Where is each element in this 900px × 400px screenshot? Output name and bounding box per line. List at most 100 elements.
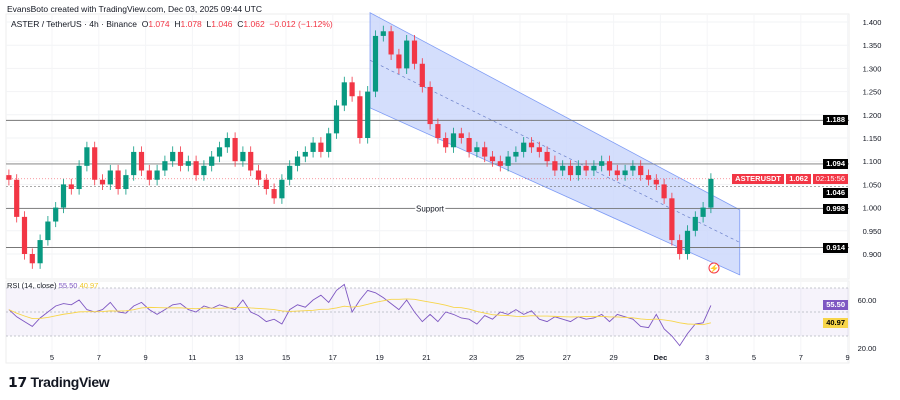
candle [489, 150, 496, 167]
candle-body [53, 207, 59, 222]
candle-body [326, 133, 332, 152]
candle-body [552, 161, 558, 171]
candle [271, 183, 277, 204]
candle-body [489, 156, 496, 162]
candle [583, 160, 589, 177]
candle-body [341, 82, 347, 106]
price-tick-label: 1.400 [863, 18, 882, 27]
candle [692, 211, 698, 237]
candle-body [224, 138, 230, 148]
time-tick-label: 23 [469, 353, 477, 362]
logo-icon: 𝟭𝟳 [8, 374, 31, 390]
candle-body [115, 170, 121, 190]
price-tick-label: 1.250 [863, 88, 882, 97]
candle [474, 141, 480, 158]
close-value: 1.062 [243, 19, 265, 29]
candle-body [692, 216, 698, 231]
time-tick-label: 5 [752, 353, 756, 362]
candle-body [92, 147, 98, 180]
candle-body [419, 63, 425, 87]
candle-body [216, 147, 223, 157]
candle-body [505, 156, 511, 166]
candle-body [84, 147, 90, 166]
rsi-pane[interactable] [5, 280, 850, 364]
candle-body [232, 138, 238, 162]
candle [333, 99, 340, 139]
candle [661, 178, 667, 204]
candle [552, 155, 558, 177]
candle-body [60, 184, 67, 208]
candle-body [255, 170, 262, 180]
rsi-label[interactable]: RSI (14, close) [7, 281, 57, 290]
candle [177, 146, 184, 172]
candle [60, 178, 67, 214]
price-tick-label: 1.050 [863, 180, 882, 189]
time-tick-label: 9 [144, 353, 148, 362]
candle-body [700, 207, 706, 217]
candle [107, 164, 113, 190]
candle-body [294, 156, 301, 166]
candle-body [310, 142, 316, 152]
low-value: 1.046 [211, 19, 233, 29]
candle-body [427, 86, 433, 125]
candle [450, 127, 457, 153]
candle [123, 169, 129, 195]
brand-text: TradingView [30, 374, 110, 390]
open-value: 1.074 [148, 19, 170, 29]
candle [263, 174, 269, 195]
candle [14, 174, 20, 223]
time-tick-label: 7 [799, 353, 803, 362]
candle-body [645, 175, 652, 180]
descending-channel[interactable] [369, 12, 741, 276]
time-tick-label: 17 [329, 353, 337, 362]
prev-close-tag: 1.046 [823, 188, 848, 199]
candle [599, 155, 605, 172]
candle-body [544, 151, 550, 162]
candle-body [388, 31, 394, 55]
candle [677, 234, 683, 260]
candle-body [653, 179, 659, 185]
candle-body [279, 179, 285, 199]
candle [404, 34, 410, 74]
alert-icon[interactable] [708, 262, 720, 274]
candle [466, 132, 472, 158]
candle [21, 211, 28, 260]
candle-body [482, 147, 488, 157]
close-label: C [237, 19, 244, 29]
candle-body [68, 184, 74, 190]
candle [638, 160, 644, 181]
candle [560, 160, 566, 177]
candle [287, 160, 293, 186]
time-tick-label: 13 [235, 353, 243, 362]
candle-body [560, 165, 566, 171]
candle-body [37, 240, 43, 264]
candle-body [396, 54, 402, 69]
price-tick-label: 1.150 [863, 134, 882, 143]
rsi-tick-label: 60.00 [858, 296, 877, 305]
candle [146, 164, 152, 186]
rsi-tick-label: 20.00 [858, 344, 877, 353]
candle [53, 202, 59, 228]
countdown-tag: 02:15:56 [812, 173, 848, 184]
symbol-legend: ASTER / TetherUS · 4h · Binance O1.074 H… [11, 19, 333, 29]
rsi-ma-value: 40.97 [79, 281, 99, 290]
level-price-tag: 0.914 [823, 242, 848, 253]
candle-body [497, 161, 503, 166]
candle-body [154, 170, 160, 180]
candle [131, 146, 137, 181]
candle [544, 146, 550, 167]
rsi-value: 55.50 [58, 281, 78, 290]
time-tick-label: Dec [654, 353, 668, 362]
candle-body [21, 216, 28, 254]
symbol-name[interactable]: ASTER / TetherUS · 4h · Binance [11, 19, 137, 29]
candle [193, 155, 199, 181]
candle [37, 234, 43, 269]
rsi-legend: RSI (14, close) 55.50 40.97 [7, 281, 98, 290]
candle-body [466, 138, 472, 152]
candle [6, 169, 12, 186]
candle-body [567, 165, 574, 176]
candle [411, 34, 418, 70]
candle [700, 202, 706, 223]
candle-body [201, 165, 207, 176]
